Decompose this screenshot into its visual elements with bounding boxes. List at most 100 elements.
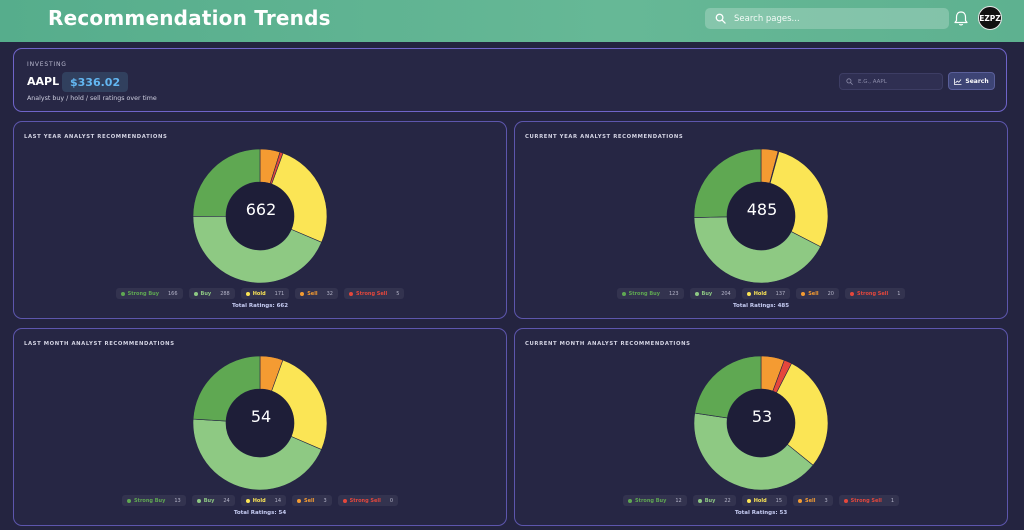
ticker-search-input[interactable] [858, 78, 938, 85]
legend-item-sell[interactable]: Sell 32 [295, 288, 338, 299]
legend: Strong Buy 166 Buy 288 Hold 171 Sell 32 Strong S… [14, 288, 506, 299]
legend-item-strong-buy[interactable]: Strong Buy 123 [616, 288, 684, 299]
legend-item-hold[interactable]: Hold 137 [741, 288, 791, 299]
legend: Strong Buy 12 Buy 22 Hold 15 Sell 3 Strong Sell 1 [515, 495, 1007, 506]
legend-label: Strong Sell [850, 497, 882, 504]
legend-count: 13 [174, 497, 181, 504]
legend-count: 22 [724, 497, 731, 504]
legend-count: 5 [396, 290, 400, 297]
legend-item-hold[interactable]: Hold 171 [240, 288, 290, 299]
donut-center-total: 53 [751, 407, 773, 426]
total-ratings: Total Ratings: 485 [732, 303, 790, 309]
legend-dot [126, 498, 131, 503]
legend-item-strong-sell[interactable]: Strong Sell 1 [845, 288, 906, 299]
legend-item-strong-sell[interactable]: Strong Sell 0 [337, 495, 399, 506]
panel-last-year: LAST YEAR ANALYST RECOMMENDATIONS 662 St… [13, 121, 507, 319]
legend-dot [850, 291, 854, 296]
legend-item-sell[interactable]: Sell 3 [292, 495, 332, 506]
legend-label: Buy [203, 497, 215, 504]
legend-count: 204 [721, 290, 731, 297]
legend-dot [349, 291, 353, 296]
total-ratings: Total Ratings: 662 [231, 303, 289, 309]
legend-label: Hold [252, 497, 266, 504]
legend-label: Buy [701, 290, 713, 297]
donut-hole [727, 182, 795, 250]
legend-dot [627, 498, 632, 503]
bell-icon[interactable] [953, 10, 969, 27]
legend-count: 137 [775, 290, 786, 297]
legend-count: 14 [274, 497, 282, 504]
legend-dot [245, 498, 250, 503]
legend-item-buy[interactable]: Buy 288 [188, 288, 235, 299]
legend-label: Strong Buy [628, 290, 660, 297]
legend-item-strong-buy[interactable]: Strong Buy 12 [622, 495, 687, 506]
donut-center-total: 662 [245, 200, 277, 219]
panel-title: LAST MONTH ANALYST RECOMMENDATIONS [24, 341, 175, 347]
legend-dot [798, 498, 803, 503]
legend-item-sell[interactable]: Sell 3 [793, 495, 833, 506]
panel-current-year: CURRENT YEAR ANALYST RECOMMENDATIONS 485… [514, 121, 1008, 319]
top-bar: Recommendation Trends EZPZ [0, 0, 1024, 42]
page-title: Recommendation Trends [48, 6, 331, 30]
legend-item-hold[interactable]: Hold 14 [240, 495, 287, 506]
legend-count: 3 [323, 497, 327, 504]
legend-item-strong-buy[interactable]: Strong Buy 166 [115, 288, 183, 299]
search-button-label: Search [965, 77, 989, 85]
legend-label: Hold [753, 290, 767, 297]
legend-item-strong-sell[interactable]: Strong Sell 5 [344, 288, 405, 299]
legend-count: 123 [669, 290, 679, 297]
legend-count: 1 [890, 497, 895, 504]
search-icon [846, 78, 853, 85]
legend-item-sell[interactable]: Sell 20 [796, 288, 839, 299]
legend-item-buy[interactable]: Buy 204 [689, 288, 736, 299]
donut-chart-last-year [192, 148, 328, 284]
price-badge: $336.02 [62, 72, 129, 92]
ticker-search-button[interactable]: Search [948, 72, 995, 90]
legend-label: Sell [304, 497, 315, 504]
panel-title: CURRENT YEAR ANALYST RECOMMENDATIONS [525, 134, 684, 140]
legend-item-strong-sell[interactable]: Strong Sell 1 [838, 495, 900, 506]
legend-item-hold[interactable]: Hold 15 [741, 495, 788, 506]
legend-dot [196, 498, 201, 503]
legend-count: 1 [897, 290, 901, 297]
chart-line-icon [954, 78, 962, 85]
legend-count: 12 [675, 497, 682, 504]
legend-dot [801, 291, 806, 296]
panel-title: CURRENT MONTH ANALYST RECOMMENDATIONS [525, 341, 691, 347]
ticker-header-card: INVESTING AAPL $336.02 Analyst buy / hol… [13, 48, 1007, 112]
legend-count: 171 [274, 290, 285, 297]
total-ratings: Total Ratings: 54 [233, 510, 287, 516]
ticker-search-field[interactable] [839, 73, 943, 90]
ticker-symbol: AAPL [27, 75, 60, 88]
legend: Strong Buy 123 Buy 204 Hold 137 Sell 20 Strong S… [515, 288, 1007, 299]
legend-label: Sell [805, 497, 816, 504]
legend-dot [193, 291, 198, 296]
search-icon [715, 13, 726, 24]
legend-dot [746, 498, 751, 503]
panel-current-month: CURRENT MONTH ANALYST RECOMMENDATIONS 53… [514, 328, 1008, 526]
page-search[interactable] [705, 8, 949, 29]
legend-item-buy[interactable]: Buy 24 [191, 495, 235, 506]
avatar[interactable]: EZPZ [978, 6, 1002, 30]
legend-item-strong-buy[interactable]: Strong Buy 13 [121, 495, 186, 506]
legend-label: Sell [307, 290, 318, 297]
page-search-input[interactable] [734, 13, 934, 24]
legend-count: 3 [824, 497, 828, 504]
legend-dot [245, 291, 250, 296]
legend-label: Hold [252, 290, 266, 297]
donut-chart-last-month [192, 355, 328, 491]
legend-label: Buy [704, 497, 716, 504]
legend-dot [300, 291, 305, 296]
section-label: INVESTING [27, 61, 67, 68]
legend-label: Strong Buy [133, 497, 166, 504]
legend-dot [843, 498, 848, 503]
legend-count: 166 [168, 290, 178, 297]
legend-count: 15 [775, 497, 783, 504]
legend-label: Strong Sell [857, 290, 889, 297]
total-ratings: Total Ratings: 53 [734, 510, 788, 516]
legend-dot [621, 291, 626, 296]
legend-dot [694, 291, 699, 296]
legend-label: Hold [753, 497, 767, 504]
legend-item-buy[interactable]: Buy 22 [692, 495, 736, 506]
slice-strong-buy[interactable] [694, 355, 762, 419]
